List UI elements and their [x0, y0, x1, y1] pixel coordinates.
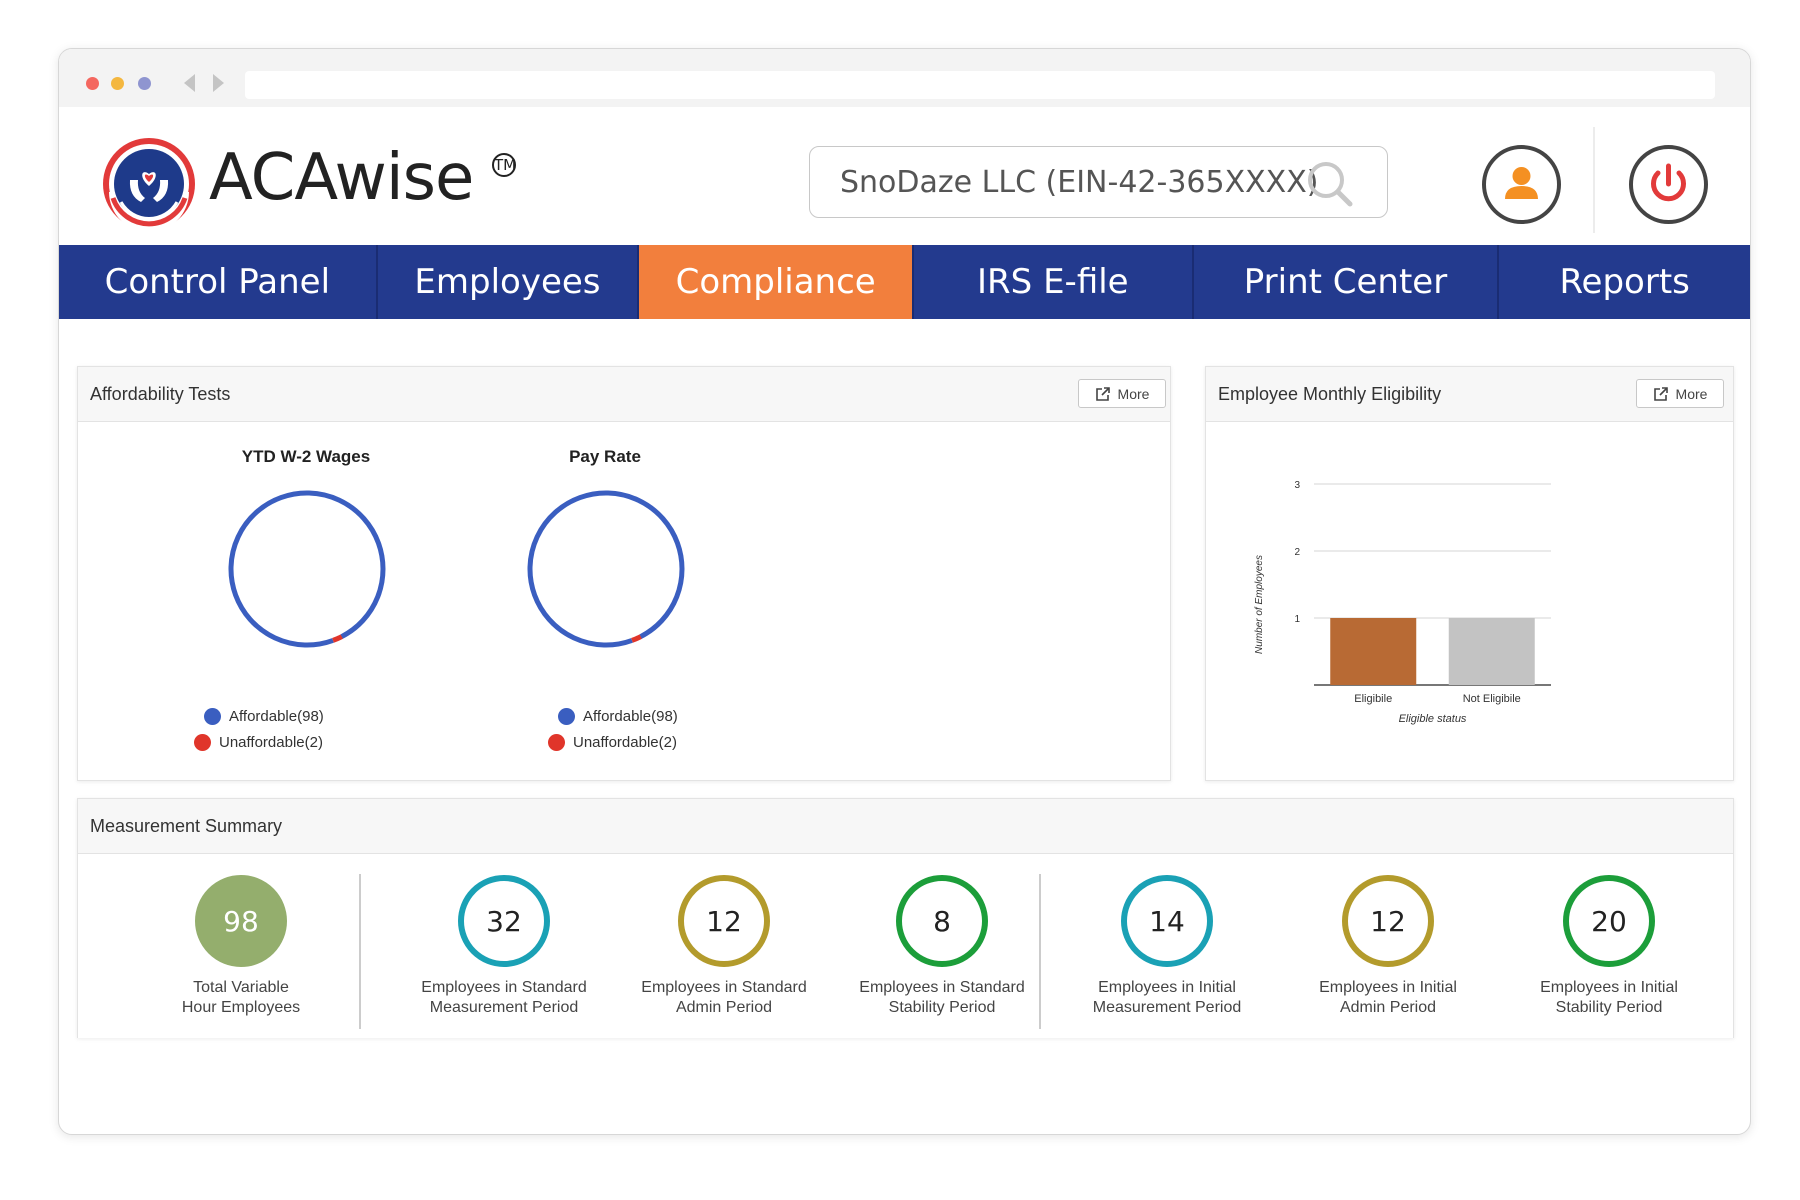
metric-value: 20: [1563, 875, 1655, 967]
tab-reports[interactable]: Reports: [1559, 262, 1690, 302]
search-icon[interactable]: [1305, 159, 1355, 209]
metric-label: Total Variable Hour Employees: [181, 979, 301, 1016]
close-window-button[interactable]: [86, 77, 99, 90]
trademark-badge: TM: [492, 153, 516, 177]
section-divider: [359, 874, 361, 1029]
donut-title-pay-rate: Pay Rate: [569, 447, 641, 466]
pay-rate-donut-chart: [527, 490, 685, 648]
address-bar[interactable]: [245, 71, 1715, 99]
donut-title-ytd-wages: YTD W-2 Wages: [241, 447, 371, 466]
donut-slice: [527, 490, 685, 648]
unaffordable-legend-marker: [548, 734, 565, 751]
metric-label: Employees in Standard Measurement Period: [421, 979, 587, 1016]
metric-label: Employees in Initial Admin Period: [1319, 979, 1457, 1016]
metric-total-variable-hour[interactable]: 98 Total Variable Hour Employees: [131, 875, 351, 1018]
unaffordable-legend-marker: [194, 734, 211, 751]
bar[interactable]: [1448, 618, 1535, 685]
legend-label: Unaffordable(2): [573, 734, 677, 751]
external-link-icon: [1653, 386, 1668, 401]
donut-slice: [527, 490, 685, 648]
metric-initial-stability[interactable]: 20 Employees in Initial Stability Period: [1499, 875, 1719, 1018]
tab-compliance[interactable]: Compliance: [639, 245, 914, 319]
acawise-logo-icon: [103, 138, 195, 232]
panel-header: Employee Monthly Eligibility More: [1206, 367, 1733, 422]
y-tick-label: 3: [1294, 480, 1300, 491]
more-label: More: [1675, 385, 1708, 402]
ytd-wages-donut-chart: [228, 490, 386, 648]
header-divider: [1593, 127, 1595, 233]
eligibility-bar-chart: 1 2 3 Eligibile Not Eligibile Eligible status…: [1254, 480, 1551, 725]
more-label: More: [1117, 385, 1150, 402]
section-divider: [1039, 874, 1041, 1029]
affordable-legend-marker: [558, 708, 575, 725]
y-tick-label: 1: [1294, 614, 1300, 625]
forward-arrow-icon[interactable]: [213, 74, 224, 92]
legend-unaffordable: Unaffordable(2): [194, 734, 323, 751]
measurement-summary-panel: Measurement Summary 98 Total Variable Hou…: [77, 798, 1734, 1038]
brand-name: ACAwise: [209, 141, 474, 215]
x-axis-label: Eligible status: [1399, 713, 1467, 725]
metric-value: 32: [458, 875, 550, 967]
company-search-field[interactable]: SnoDaze LLC (EIN-42-365XXXX): [809, 146, 1388, 218]
metric-label: Employees in Standard Stability Period: [859, 979, 1025, 1016]
metric-value: 12: [678, 875, 770, 967]
donut-slice: [228, 490, 386, 648]
metric-standard-stability[interactable]: 8 Employees in Standard Stability Period: [832, 875, 1052, 1018]
metric-initial-admin[interactable]: 12 Employees in Initial Admin Period: [1278, 875, 1498, 1018]
eligibility-more-button[interactable]: More: [1636, 379, 1724, 408]
metric-initial-measurement[interactable]: 14 Employees in Initial Measurement Perio…: [1057, 875, 1277, 1018]
panel-title: Measurement Summary: [90, 816, 283, 836]
metric-value: 14: [1121, 875, 1213, 967]
user-profile-button[interactable]: [1482, 145, 1561, 224]
logout-button[interactable]: [1629, 145, 1708, 224]
search-value: SnoDaze LLC (EIN-42-365XXXX): [840, 165, 1319, 200]
metric-label: Employees in Standard Admin Period: [641, 979, 807, 1016]
x-tick-label: Not Eligibile: [1463, 693, 1521, 705]
back-arrow-icon[interactable]: [184, 74, 195, 92]
tab-irs-efile[interactable]: IRS E-file: [914, 245, 1194, 319]
tab-print-center[interactable]: Print Center: [1194, 245, 1500, 319]
tab-control-panel[interactable]: Control Panel: [59, 245, 378, 319]
panel-header: Measurement Summary: [78, 799, 1733, 854]
browser-toolbar: [59, 49, 1750, 107]
legend-label: Affordable(98): [583, 708, 678, 725]
affordable-legend-marker: [204, 708, 221, 725]
y-axis-label: Number of Employees: [1254, 555, 1265, 654]
y-tick-label: 2: [1294, 547, 1300, 558]
power-icon: [1651, 163, 1686, 202]
x-tick-label: Eligibile: [1354, 693, 1392, 705]
main-navigation: Control Panel Employees Compliance IRS E…: [59, 245, 1750, 319]
panel-title: Employee Monthly Eligibility: [1218, 384, 1442, 404]
legend-unaffordable: Unaffordable(2): [548, 734, 677, 751]
bar[interactable]: [1330, 618, 1417, 685]
panel-title: Affordability Tests: [90, 384, 231, 404]
maximize-window-button[interactable]: [138, 77, 151, 90]
legend-affordable: Affordable(98): [558, 708, 678, 725]
legend-affordable: Affordable(98): [204, 708, 324, 725]
affordability-more-button[interactable]: More: [1078, 379, 1166, 408]
affordability-panel: Affordability Tests More YTD W-2 Wages A…: [77, 366, 1171, 781]
metric-standard-admin[interactable]: 12 Employees in Standard Admin Period: [614, 875, 834, 1018]
metric-value: 12: [1342, 875, 1434, 967]
metric-value: 98: [195, 875, 287, 967]
legend-label: Unaffordable(2): [219, 734, 323, 751]
metric-label: Employees in Initial Measurement Period: [1092, 979, 1242, 1016]
legend-label: Affordable(98): [229, 708, 324, 725]
eligibility-panel: Employee Monthly Eligibility More 1 2 3 Eli…: [1205, 366, 1734, 781]
panel-header: Affordability Tests More: [78, 367, 1170, 422]
tab-employees[interactable]: Employees: [378, 245, 640, 319]
metric-value: 8: [896, 875, 988, 967]
metric-standard-measurement[interactable]: 32 Employees in Standard Measurement Peri…: [394, 875, 614, 1018]
external-link-icon: [1095, 386, 1110, 401]
browser-window: ACAwise TM SnoDaze LLC (EIN-42-365XXXX): [58, 48, 1751, 1135]
minimize-window-button[interactable]: [111, 77, 124, 90]
metric-label: Employees in Initial Stability Period: [1540, 979, 1678, 1016]
donut-slice: [228, 490, 386, 648]
user-icon: [1488, 151, 1555, 218]
